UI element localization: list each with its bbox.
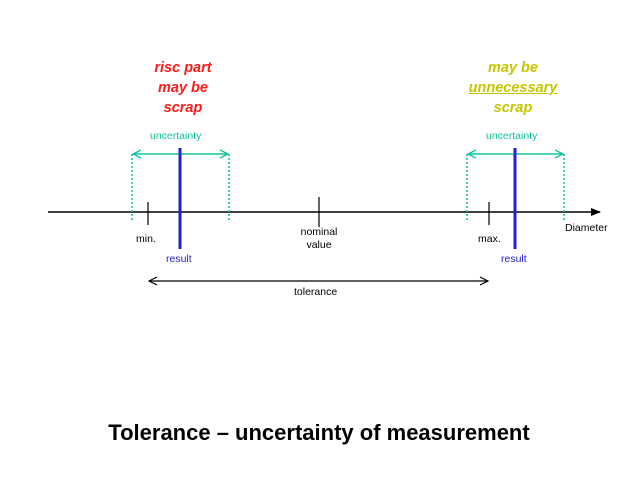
unnecessary-scrap-heading: may be unnecessary scrap: [433, 58, 593, 118]
result-label-left: result: [166, 253, 192, 265]
nominal-label-line-2: value: [306, 239, 332, 251]
min-label: min.: [136, 233, 156, 245]
result-label-right: result: [501, 253, 527, 265]
uncertainty-label-left: uncertainty: [150, 130, 202, 142]
right-header-line-3: scrap: [493, 100, 533, 116]
slide-title: Tolerance – uncertainty of measurement: [108, 420, 530, 445]
uncertainty-label-right: uncertainty: [486, 130, 538, 142]
tolerance-label: tolerance: [294, 286, 338, 298]
risk-part-scrap-heading: risc part may be scrap: [103, 58, 263, 118]
left-header-line-2: may be: [158, 80, 208, 96]
right-header-line-1: may be: [488, 60, 538, 76]
right-header-line-2: unnecessary: [468, 80, 558, 96]
left-header-line-1: risc part: [154, 60, 212, 76]
max-label: max.: [478, 233, 501, 245]
diameter-axis-label: Diameter: [565, 222, 608, 234]
nominal-label-line-1: nominal: [300, 226, 338, 238]
nominal-value-label: nominal value: [289, 226, 349, 252]
left-header-line-3: scrap: [163, 100, 203, 116]
